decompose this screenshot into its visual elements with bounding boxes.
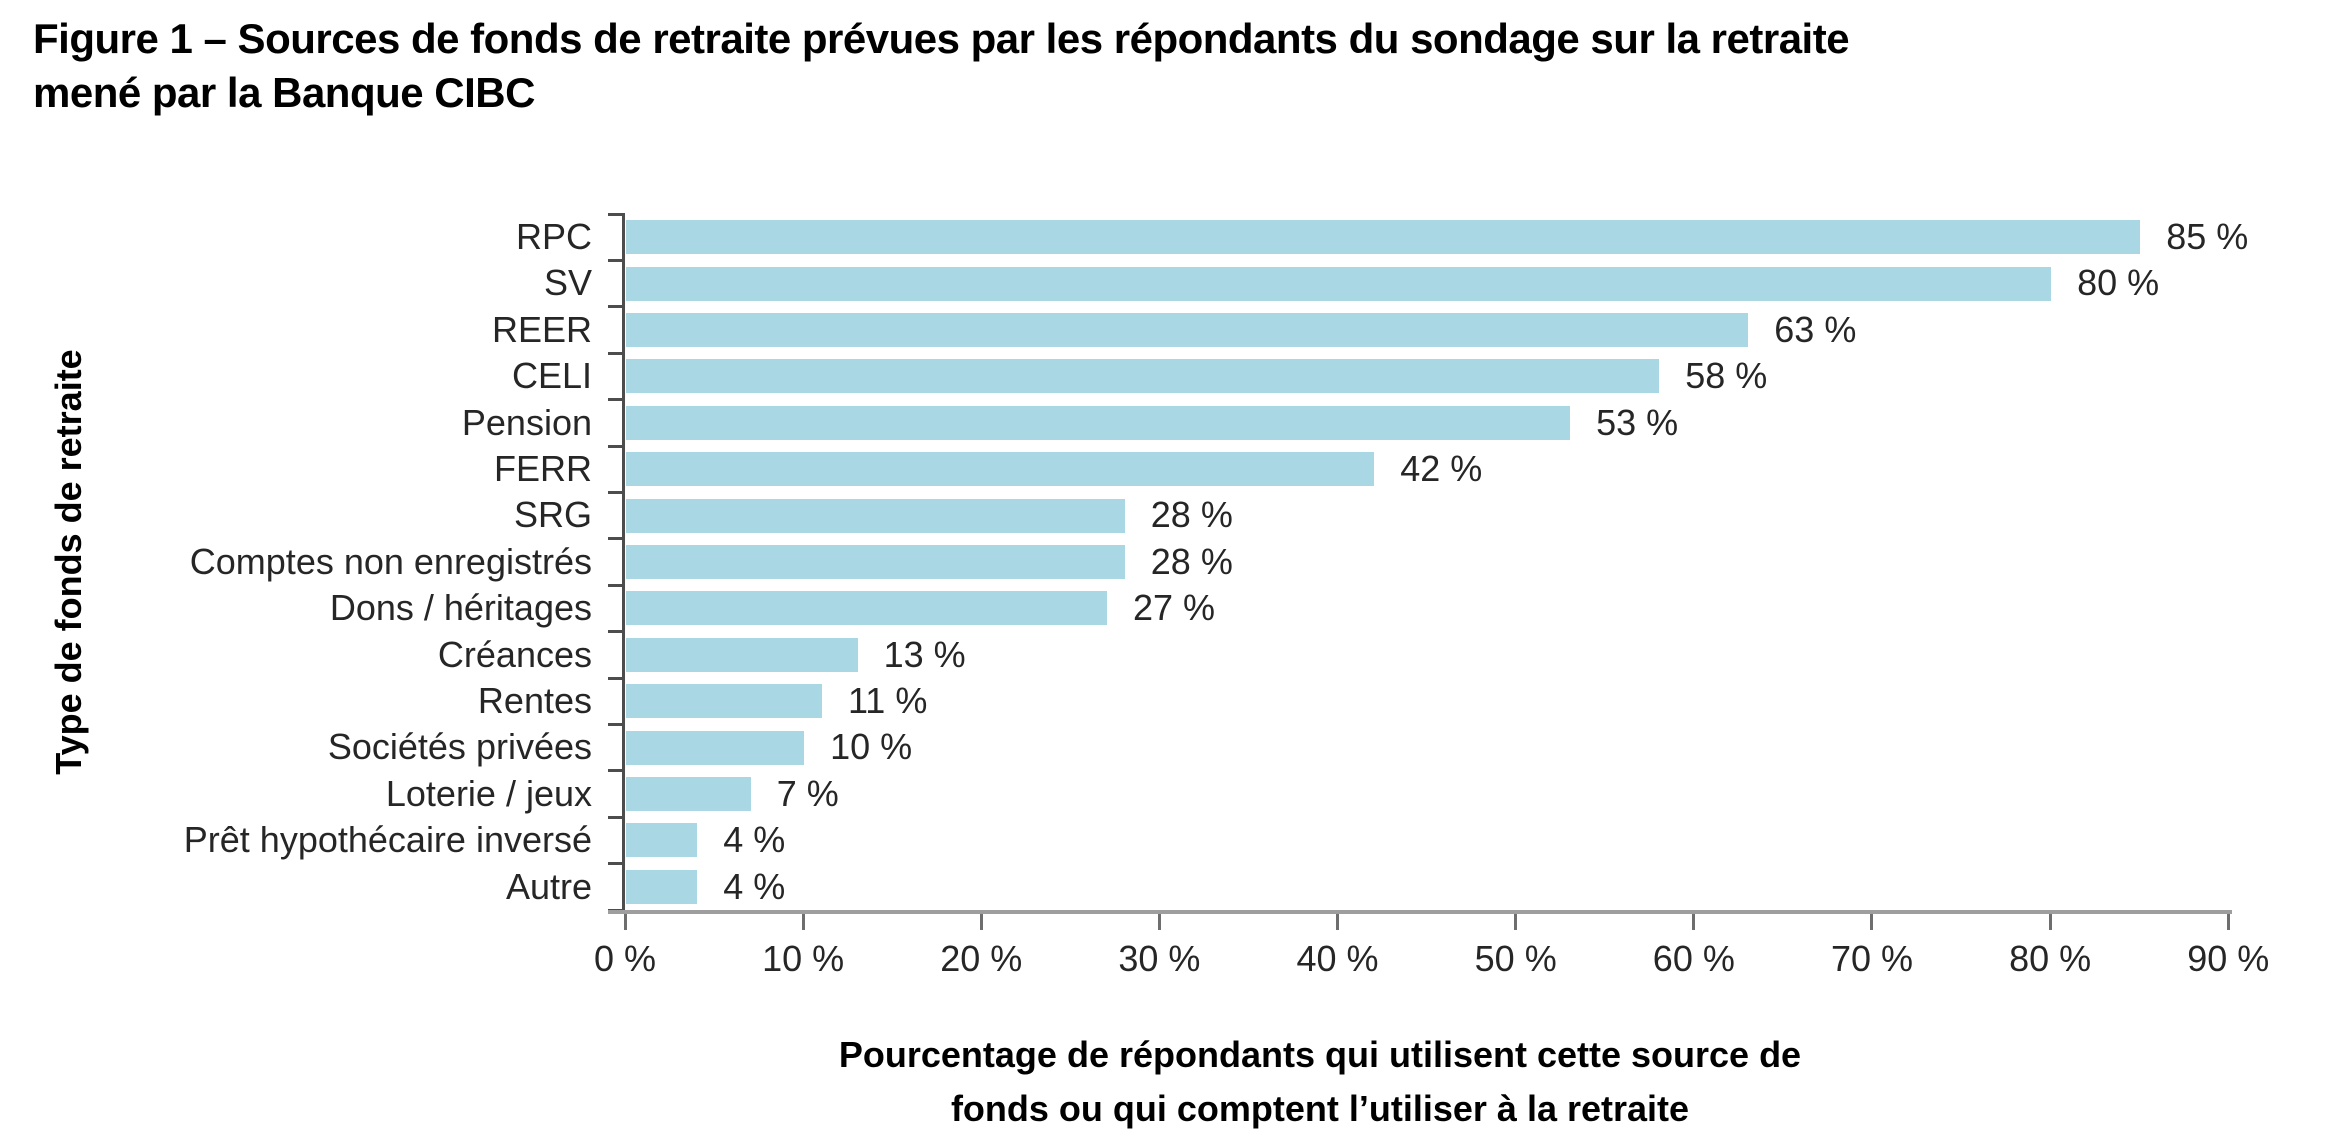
- bar-value-label: 13 %: [883, 633, 966, 675]
- x-axis-tick-label: 50 %: [1474, 938, 1557, 979]
- bar: [626, 869, 698, 904]
- category-label: Autre: [505, 865, 592, 907]
- y-axis-tick: [608, 258, 625, 262]
- bar: [626, 684, 822, 719]
- bar-value-label: 10 %: [830, 726, 913, 768]
- figure-title-line-1: Figure 1 – Sources de fonds de retraite …: [33, 15, 1850, 62]
- x-axis-tick: [1336, 914, 1340, 930]
- y-axis-tick: [608, 351, 625, 355]
- y-axis-tick: [608, 537, 625, 541]
- bar-value-label: 53 %: [1596, 401, 1679, 443]
- bar-value-label: 11 %: [847, 680, 928, 721]
- bar: [626, 313, 1749, 347]
- y-axis-tick: [608, 444, 625, 448]
- bar-value-label: 4 %: [723, 865, 786, 907]
- bar-value-label: 28 %: [1150, 494, 1233, 536]
- category-label: Créances: [437, 633, 592, 675]
- y-axis-tick: [608, 815, 625, 819]
- x-axis-tick: [1157, 914, 1161, 930]
- category-label: RPC: [515, 216, 592, 257]
- figure-title: Figure 1 – Sources de fonds de retraite …: [33, 12, 2313, 120]
- bar-value-label: 85 %: [2166, 216, 2249, 257]
- x-axis-tick: [801, 914, 805, 930]
- category-label: SV: [543, 262, 592, 304]
- bar: [626, 545, 1125, 579]
- x-axis-tick: [979, 914, 983, 930]
- category-label: Rentes: [477, 680, 592, 721]
- x-axis-tick: [2048, 914, 2052, 930]
- x-axis-tick: [1870, 914, 1874, 930]
- category-label: SRG: [513, 494, 592, 536]
- category-label: Comptes non enregistrés: [189, 540, 592, 582]
- bar: [626, 730, 805, 765]
- bar-value-label: 58 %: [1685, 355, 1768, 397]
- x-axis-tick-label: 60 %: [1652, 938, 1735, 979]
- bar: [626, 452, 1375, 487]
- bar-value-label: 28 %: [1150, 540, 1233, 582]
- bar: [626, 823, 698, 858]
- category-label: CELI: [511, 355, 592, 397]
- bar: [626, 591, 1107, 626]
- bar-value-label: 80 %: [2077, 262, 2160, 304]
- bar-value-label: 7 %: [776, 772, 839, 814]
- y-axis-tick: [608, 583, 625, 587]
- x-axis-tick-label: 90 %: [2187, 938, 2270, 979]
- x-axis-label-line-1: Pourcentage de répondants qui utilisent …: [838, 1034, 1802, 1075]
- y-axis-tick: [608, 398, 625, 402]
- bar-value-label: 42 %: [1400, 448, 1483, 489]
- bar: [626, 637, 858, 672]
- bar: [626, 498, 1125, 533]
- y-axis-tick: [608, 676, 625, 680]
- x-axis-tick: [623, 914, 627, 930]
- x-axis-tick-label: 40 %: [1296, 938, 1379, 979]
- bar-value-label: 63 %: [1774, 308, 1857, 350]
- x-axis-tick-label: 10 %: [762, 938, 845, 979]
- category-label: Loterie / jeux: [385, 772, 592, 814]
- bar: [626, 220, 2141, 255]
- bar-value-label: 27 %: [1132, 587, 1216, 629]
- category-label: Pension: [461, 401, 592, 443]
- x-axis-tick-label: 80 %: [2009, 938, 2092, 979]
- category-label: FERR: [494, 448, 592, 489]
- y-axis-tick: [608, 305, 625, 309]
- y-axis-tick: [608, 212, 625, 216]
- x-axis-label-line-2: fonds ou qui comptent l’utiliser à la re…: [950, 1088, 1690, 1129]
- x-axis-tick-label: 20 %: [940, 938, 1023, 979]
- bar-value-label: 4 %: [723, 819, 786, 861]
- x-axis-tick: [1514, 914, 1518, 930]
- y-axis-tick: [608, 490, 625, 494]
- x-axis-tick-label: 30 %: [1118, 938, 1201, 979]
- category-label: REER: [491, 308, 592, 350]
- y-axis-tick: [608, 722, 625, 726]
- x-axis-tick: [1692, 914, 1696, 930]
- bar: [626, 777, 751, 811]
- y-axis-tick: [608, 630, 625, 634]
- category-label: Dons / héritages: [329, 587, 592, 629]
- bar: [626, 266, 2052, 301]
- y-axis-line: [622, 214, 625, 910]
- category-label: Sociétés privées: [327, 726, 592, 768]
- x-axis-tick: [2226, 914, 2230, 930]
- bar: [626, 405, 1571, 440]
- category-label: Prêt hypothécaire inversé: [183, 819, 592, 861]
- x-axis-line: [608, 910, 2233, 914]
- x-axis-tick-label: 70 %: [1830, 938, 1913, 979]
- bar: [626, 359, 1660, 394]
- y-axis-tick: [608, 862, 625, 866]
- y-axis-tick: [608, 769, 625, 773]
- x-axis-tick-label: 0 %: [593, 938, 657, 979]
- x-axis-label: Pourcentage de répondants qui utilisent …: [625, 1028, 2015, 1136]
- figure-title-line-2: mené par la Banque CIBC: [33, 69, 535, 116]
